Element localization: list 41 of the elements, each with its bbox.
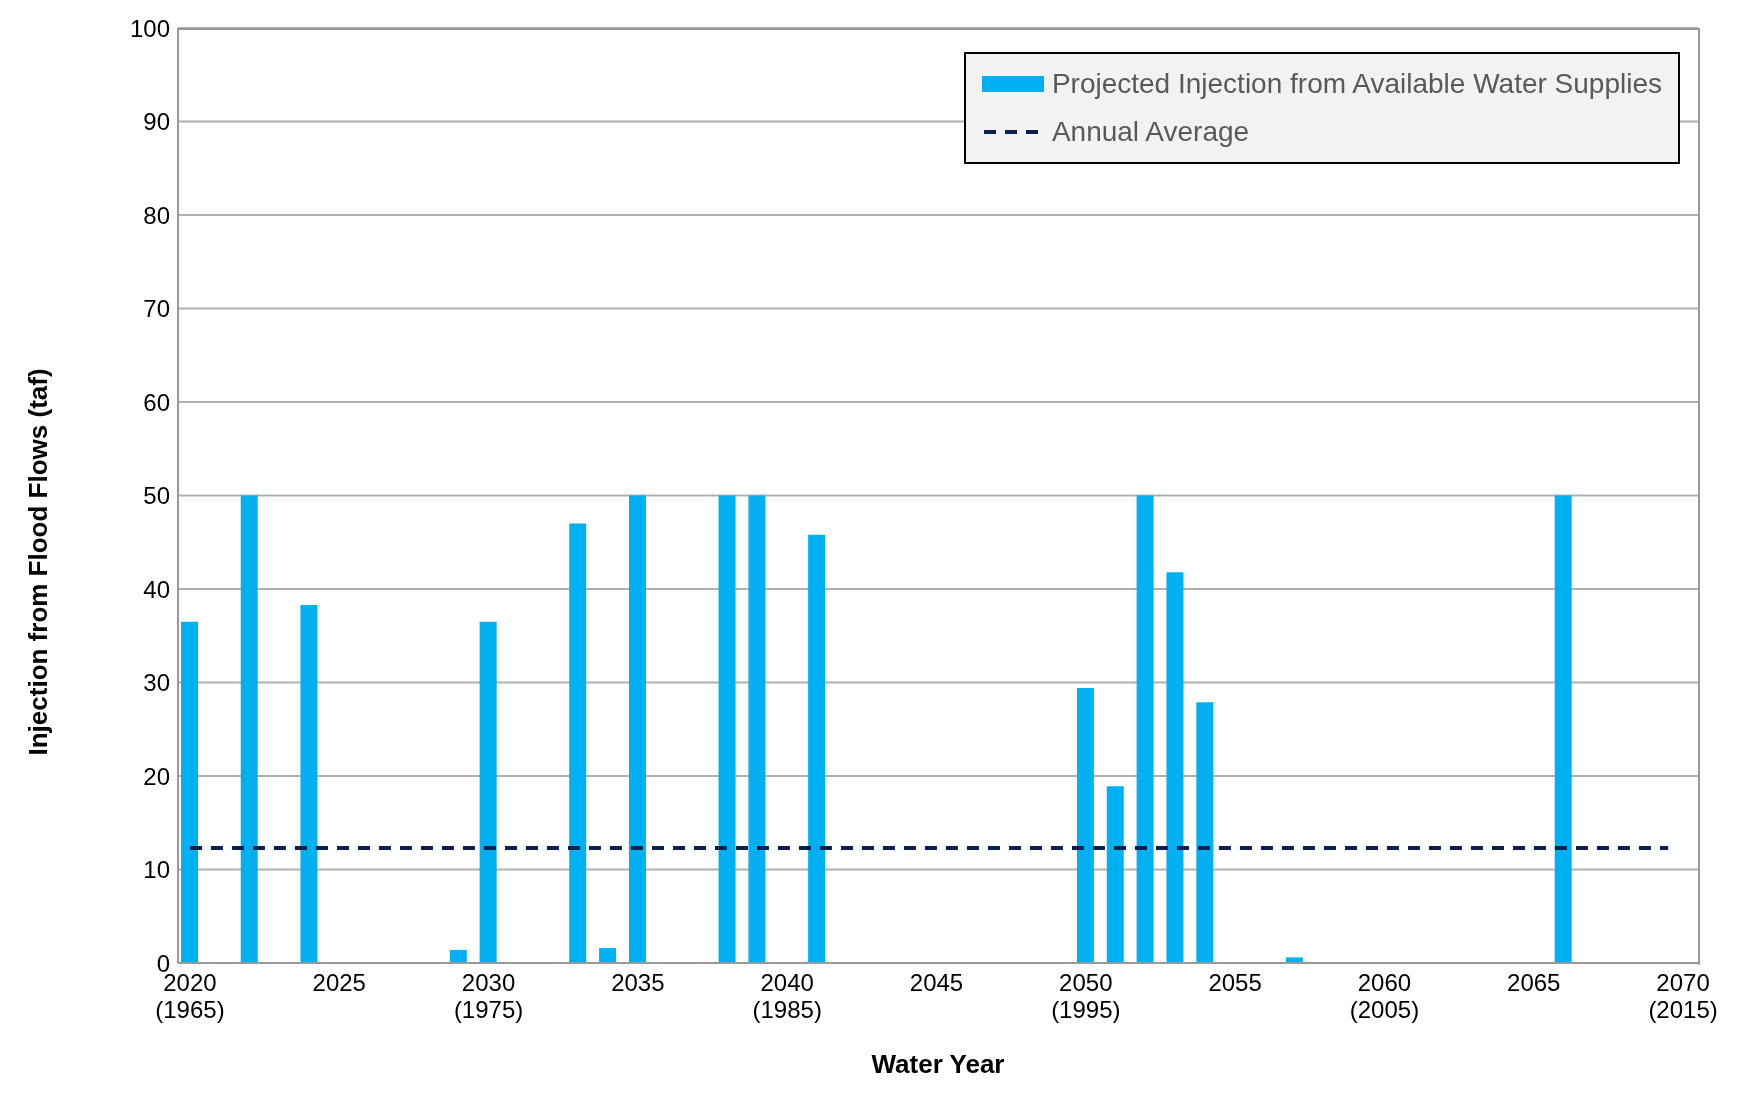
- y-tick-label: 90: [143, 108, 170, 136]
- y-tick-label: 100: [129, 14, 170, 42]
- bar: [808, 534, 826, 963]
- x-tick-label: 2055: [1208, 969, 1262, 996]
- y-tick-label: 60: [143, 388, 170, 416]
- x-axis-title: Water Year: [871, 1049, 1005, 1079]
- bar: [1166, 572, 1184, 963]
- bar: [479, 621, 497, 963]
- y-axis-title: Injection from Flood Flows (taf): [23, 368, 54, 756]
- y-tick-label: 10: [143, 856, 170, 884]
- y-tick-label: 70: [143, 295, 170, 323]
- x-tick-label: 2025: [312, 969, 366, 996]
- bar: [569, 523, 587, 963]
- bar: [449, 949, 467, 963]
- y-tick-label: 20: [143, 762, 170, 790]
- x-tick-label: 2035: [611, 969, 665, 996]
- bar: [300, 604, 318, 963]
- y-tick-label: 80: [143, 201, 170, 229]
- x-tick-label: 2050 (1995): [1051, 969, 1121, 1023]
- bar: [181, 621, 199, 963]
- x-tick-label: 2060 (2005): [1349, 969, 1420, 1023]
- y-tick-label: 50: [143, 482, 170, 510]
- bar: [1106, 786, 1124, 963]
- x-tick-label: 2070 (2015): [1648, 969, 1718, 1023]
- bar: [599, 948, 617, 963]
- x-tick-label: 2045: [909, 969, 964, 996]
- bar: [748, 495, 766, 963]
- y-tick-label: 30: [143, 669, 170, 697]
- bar: [240, 495, 258, 963]
- legend-label: Annual Average: [1051, 116, 1250, 148]
- y-tick-label: 40: [143, 575, 170, 603]
- bar: [1554, 495, 1572, 963]
- bar: [1076, 688, 1094, 963]
- x-tick-label: 2040 (1985): [752, 969, 822, 1023]
- legend-label: Projected Injection from Available Water Supplies: [1051, 68, 1662, 100]
- x-tick-label: 2030 (1975): [453, 969, 524, 1023]
- bar: [718, 495, 736, 963]
- bar: [628, 495, 646, 963]
- x-tick-label: 2065: [1507, 969, 1561, 996]
- bar: [1196, 702, 1214, 963]
- bar: [1136, 495, 1154, 963]
